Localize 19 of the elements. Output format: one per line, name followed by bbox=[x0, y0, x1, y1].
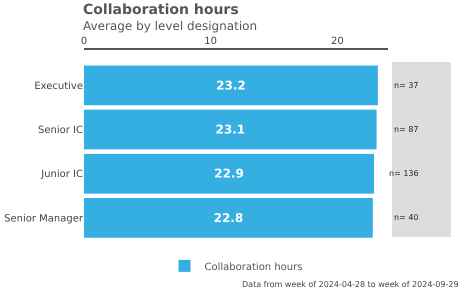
y-tick-label: Senior IC bbox=[38, 125, 84, 136]
text: n= 40 bbox=[394, 213, 418, 222]
text: n= 37 bbox=[394, 81, 418, 90]
chart-subtitle: Average by level designation bbox=[83, 19, 258, 33]
x-tick-label: 10 bbox=[204, 36, 218, 47]
y-tick-label: Executive bbox=[34, 80, 83, 92]
y-tick-label: Junior IC bbox=[40, 169, 84, 180]
x-tick-label: 0 bbox=[80, 36, 88, 47]
text: n= 87 bbox=[394, 125, 418, 134]
text: Data from week of 2024-04-28 to week of 2024-09-29 bbox=[242, 280, 459, 289]
data-label: 22.8 bbox=[214, 210, 244, 225]
y-tick-label: Senior Manager bbox=[4, 213, 84, 224]
data-label: 23.2 bbox=[216, 78, 246, 92]
chart-title: Collaboration hours bbox=[83, 2, 239, 18]
data-label: 23.1 bbox=[215, 122, 246, 137]
legend-label: Collaboration hours bbox=[204, 262, 302, 273]
data-label: 22.9 bbox=[214, 166, 244, 181]
x-tick-label: 20 bbox=[330, 36, 344, 47]
text: n= 136 bbox=[389, 169, 419, 178]
